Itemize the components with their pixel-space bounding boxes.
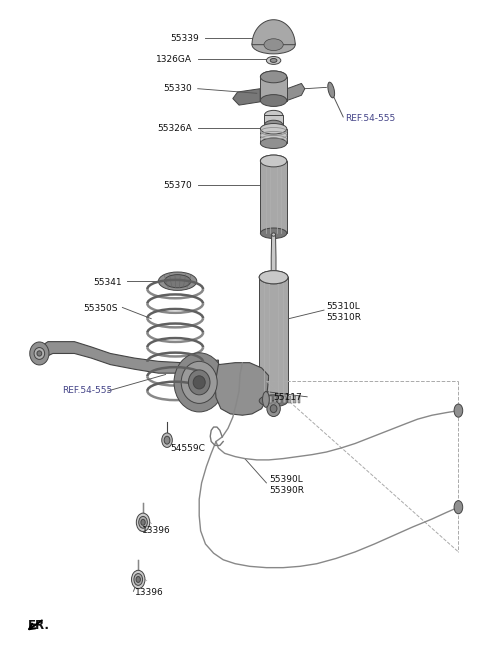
Ellipse shape — [454, 501, 463, 514]
Text: 13396: 13396 — [135, 588, 164, 597]
Ellipse shape — [260, 71, 287, 83]
Ellipse shape — [260, 124, 287, 134]
Ellipse shape — [259, 271, 288, 284]
Bar — [293, 396, 296, 403]
Bar — [259, 277, 288, 401]
Ellipse shape — [270, 58, 277, 62]
Ellipse shape — [266, 57, 281, 64]
Polygon shape — [36, 342, 218, 373]
Polygon shape — [252, 20, 295, 45]
Ellipse shape — [328, 82, 335, 98]
Ellipse shape — [181, 361, 217, 403]
Bar — [260, 129, 287, 143]
Ellipse shape — [259, 271, 288, 284]
Bar — [278, 396, 281, 403]
Ellipse shape — [272, 233, 276, 237]
Bar — [288, 396, 291, 403]
Ellipse shape — [141, 519, 145, 526]
Ellipse shape — [188, 370, 210, 395]
Polygon shape — [233, 89, 260, 105]
Text: REF.54-555: REF.54-555 — [346, 114, 396, 123]
Ellipse shape — [158, 272, 197, 290]
Text: 1326GA: 1326GA — [156, 55, 192, 64]
Text: 55339: 55339 — [170, 34, 199, 43]
Bar — [260, 77, 287, 101]
Ellipse shape — [252, 35, 295, 54]
Ellipse shape — [260, 155, 287, 167]
Ellipse shape — [267, 401, 280, 417]
Ellipse shape — [132, 570, 145, 589]
Bar — [298, 396, 300, 403]
Text: 55117: 55117 — [274, 393, 302, 402]
Ellipse shape — [260, 138, 287, 148]
Text: 55370: 55370 — [163, 181, 192, 190]
Ellipse shape — [174, 353, 224, 412]
Ellipse shape — [270, 405, 277, 413]
Ellipse shape — [164, 275, 191, 288]
Ellipse shape — [139, 516, 147, 528]
Bar — [264, 396, 267, 403]
Ellipse shape — [264, 110, 283, 120]
Text: 55326A: 55326A — [157, 124, 192, 133]
Polygon shape — [271, 235, 276, 277]
Bar — [264, 115, 283, 125]
Ellipse shape — [454, 404, 463, 417]
Text: 55341: 55341 — [94, 278, 122, 287]
Ellipse shape — [263, 392, 269, 407]
Ellipse shape — [260, 95, 287, 106]
Ellipse shape — [136, 513, 150, 532]
Ellipse shape — [260, 155, 287, 167]
Ellipse shape — [162, 433, 172, 447]
Text: 13396: 13396 — [142, 526, 170, 535]
Text: REF.54-555: REF.54-555 — [62, 386, 113, 396]
Text: 55390L
55390R: 55390L 55390R — [269, 475, 304, 495]
Ellipse shape — [134, 574, 143, 585]
Text: 55310L
55310R: 55310L 55310R — [326, 302, 361, 322]
Text: 55350S: 55350S — [83, 304, 118, 313]
Ellipse shape — [37, 351, 42, 356]
Bar — [269, 396, 272, 403]
Text: 54559C: 54559C — [170, 443, 205, 453]
Bar — [274, 396, 276, 403]
Bar — [283, 396, 286, 403]
Ellipse shape — [264, 120, 283, 129]
Polygon shape — [287, 83, 305, 101]
Ellipse shape — [164, 436, 170, 444]
Ellipse shape — [193, 376, 205, 389]
Ellipse shape — [264, 39, 283, 51]
Ellipse shape — [136, 577, 140, 583]
Ellipse shape — [260, 71, 287, 83]
Ellipse shape — [34, 348, 45, 359]
Text: FR.: FR. — [28, 619, 50, 632]
Text: 55330: 55330 — [163, 84, 192, 93]
Polygon shape — [215, 363, 269, 415]
Ellipse shape — [259, 395, 288, 407]
Bar — [260, 161, 287, 233]
Ellipse shape — [260, 228, 287, 238]
Ellipse shape — [30, 342, 49, 365]
